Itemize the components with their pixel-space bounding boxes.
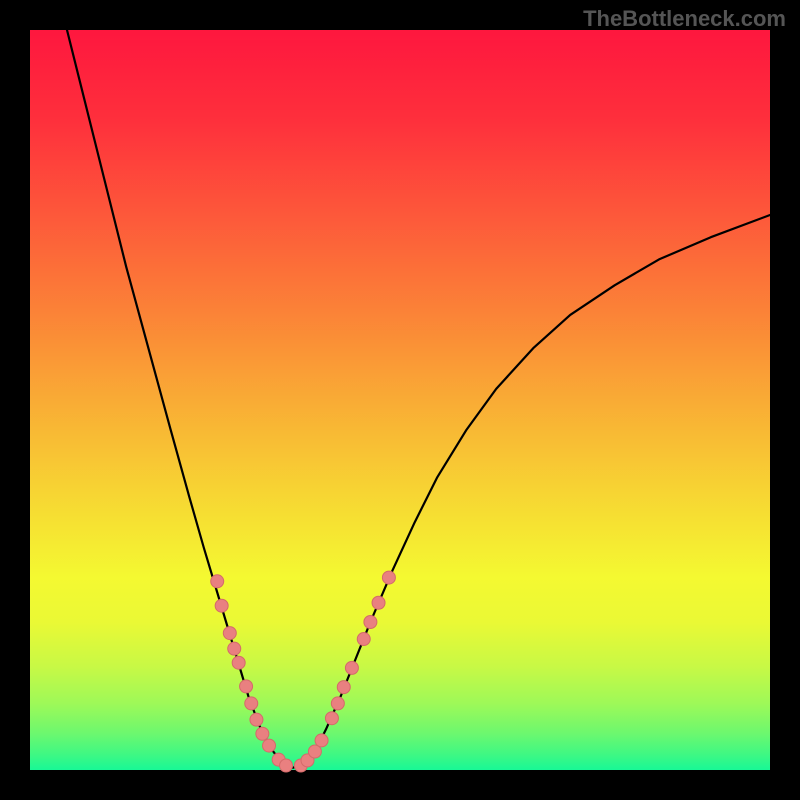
bottleneck-curve [67, 30, 770, 768]
data-marker [345, 661, 358, 674]
data-marker [382, 571, 395, 584]
watermark-text: TheBottleneck.com [583, 6, 786, 32]
data-marker [228, 642, 241, 655]
plot-area [30, 30, 770, 770]
data-marker [256, 727, 269, 740]
data-marker [372, 596, 385, 609]
data-marker [325, 712, 338, 725]
chart-container: TheBottleneck.com [0, 0, 800, 800]
curve-layer [30, 30, 770, 770]
data-marker [250, 713, 263, 726]
data-marker [263, 739, 276, 752]
data-marker [280, 759, 293, 772]
data-marker [315, 734, 328, 747]
data-marker [364, 616, 377, 629]
data-marker [245, 697, 258, 710]
data-marker [337, 681, 350, 694]
data-marker [223, 627, 236, 640]
data-marker [240, 680, 253, 693]
data-marker [331, 697, 344, 710]
data-marker [232, 656, 245, 669]
data-marker [357, 633, 370, 646]
data-marker [211, 575, 224, 588]
data-marker [215, 599, 228, 612]
